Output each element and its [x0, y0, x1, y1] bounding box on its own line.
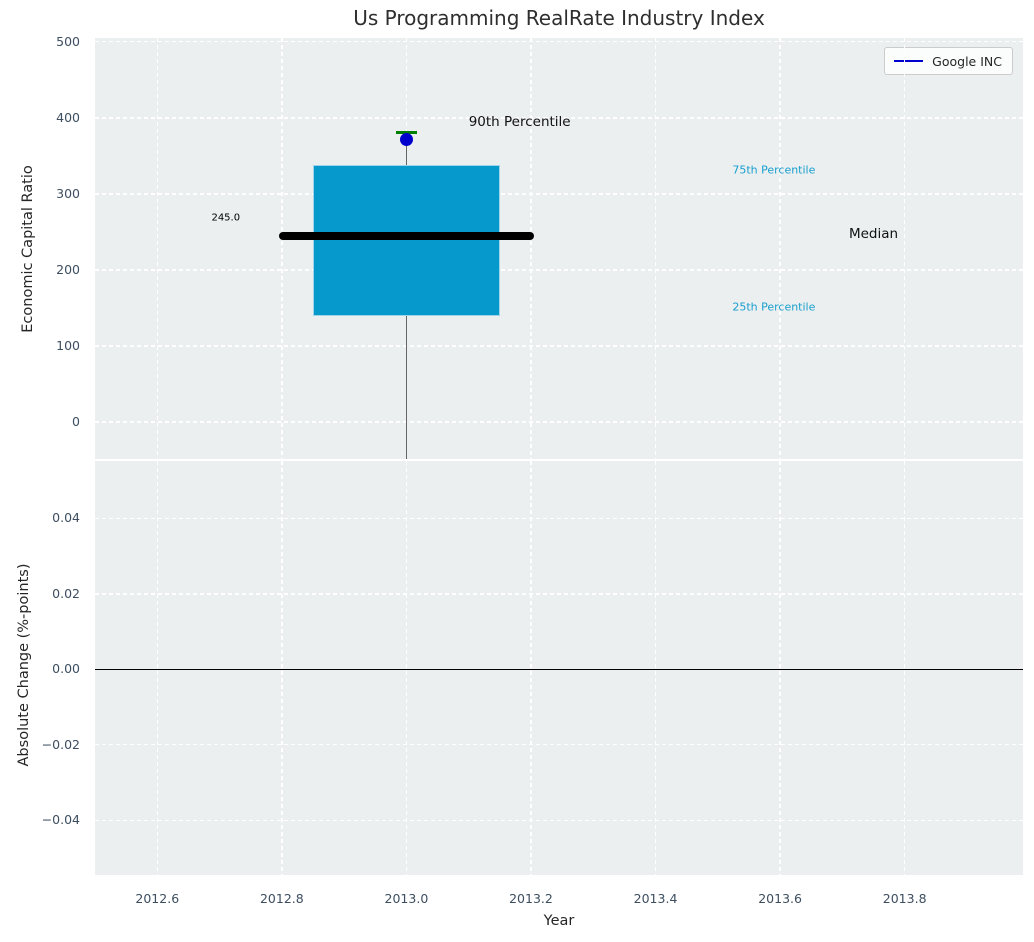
legend: Google INC	[884, 47, 1013, 75]
gridline-vertical	[779, 461, 781, 875]
gridline-vertical	[654, 38, 657, 459]
gridline-horizontal	[95, 117, 1023, 119]
annotation: 90th Percentile	[468, 114, 571, 131]
y-tick-label: 300	[56, 185, 80, 201]
x-tick-label: 2012.8	[259, 891, 304, 906]
gridline-horizontal	[95, 744, 1023, 746]
y-tick-label: 0.00	[52, 661, 80, 677]
annotation: 75th Percentile	[732, 163, 816, 177]
top-axes	[95, 38, 1023, 459]
y-tick-label: 0.02	[52, 585, 80, 601]
y-tick-label: 0.04	[52, 510, 80, 526]
y-tick-label: 100	[56, 338, 80, 354]
gridline-horizontal	[95, 41, 1023, 43]
gridline-horizontal	[95, 345, 1023, 347]
gridline-vertical	[281, 38, 283, 459]
gridline-vertical	[156, 461, 158, 875]
gridline-horizontal	[95, 421, 1023, 423]
gridline-vertical	[903, 38, 906, 459]
subplot-separator	[95, 459, 1023, 461]
zero-line	[95, 668, 1023, 671]
annotation: 245.0	[211, 212, 241, 224]
box	[312, 165, 500, 316]
median-line	[278, 231, 535, 240]
gridline-horizontal	[95, 517, 1023, 520]
chart-title: Us Programming RealRate Industry Index	[353, 6, 765, 30]
y-tick-label: 200	[56, 261, 80, 277]
annotation: 25th Percentile	[732, 300, 816, 314]
x-axis-label: Year	[543, 913, 575, 929]
legend-line-icon	[894, 60, 924, 62]
gridline-horizontal	[95, 819, 1023, 821]
gridline-vertical	[654, 461, 657, 875]
y-tick-label: −0.02	[41, 736, 80, 752]
whisker-cap	[395, 130, 417, 134]
x-tick-label: 2013.0	[384, 891, 429, 906]
gridline-vertical	[156, 38, 158, 459]
gridline-horizontal	[95, 193, 1023, 195]
bottom-axes	[95, 461, 1023, 875]
data-point-marker	[399, 132, 413, 146]
x-tick-label: 2013.2	[509, 891, 553, 906]
gridline-vertical	[903, 461, 906, 875]
y-tick-label: 500	[56, 33, 80, 49]
y-tick-label: 400	[56, 109, 80, 125]
gridline-vertical	[530, 461, 532, 875]
gridline-vertical	[530, 38, 532, 459]
y-tick-label: 0	[72, 414, 80, 430]
y-tick-label: −0.04	[41, 812, 80, 828]
x-tick-label: 2013.8	[882, 891, 927, 906]
gridline-vertical	[281, 461, 283, 875]
x-tick-label: 2013.6	[758, 891, 802, 906]
annotation: Median	[848, 226, 899, 243]
gridline-horizontal	[95, 593, 1023, 595]
legend-label: Google INC	[932, 53, 1002, 69]
gridline-vertical	[779, 38, 781, 459]
gridline-horizontal	[95, 269, 1023, 271]
gridline-vertical	[405, 461, 408, 875]
x-tick-label: 2012.6	[135, 891, 180, 906]
x-tick-label: 2013.4	[633, 891, 678, 906]
